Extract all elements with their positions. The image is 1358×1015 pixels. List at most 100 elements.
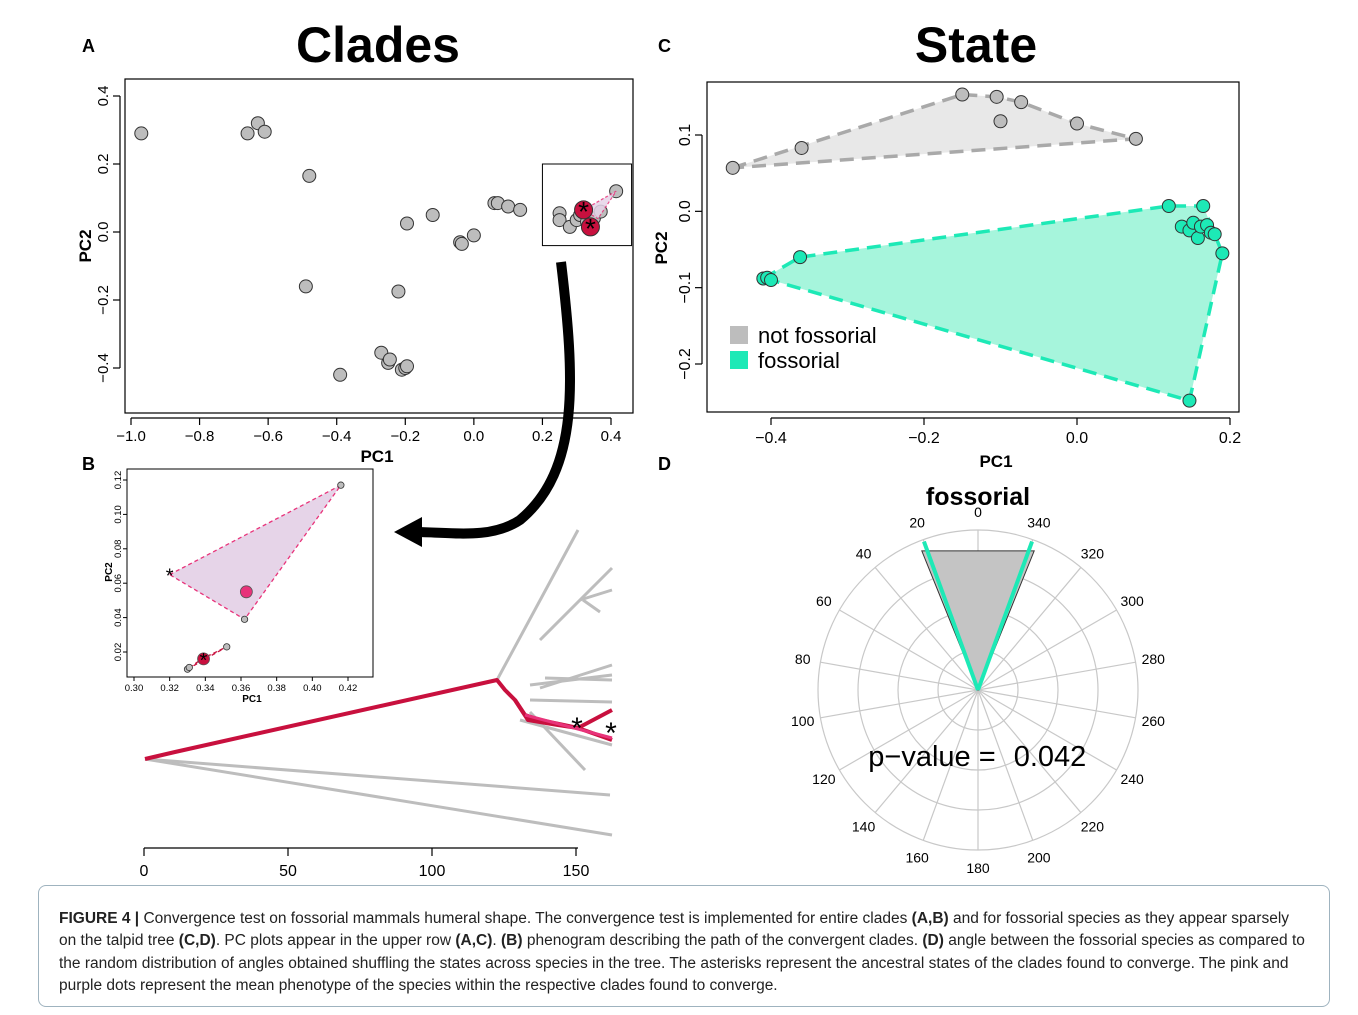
rose-spoke (839, 609, 979, 691)
ancestral-state-asterisk: * (166, 566, 174, 588)
x-tick-label: 0.40 (303, 683, 322, 694)
caption-text: . PC plots appear in the upper row (215, 932, 456, 950)
angle-label: 260 (1142, 713, 1166, 729)
rose-spoke (977, 609, 1117, 691)
phenogram-axis-ticks: 0 50 100 150 (140, 848, 589, 880)
panel-b-inset-ylabel: PC2 (104, 562, 115, 582)
rose-spoke (922, 689, 979, 841)
data-point (337, 481, 345, 489)
x-tick-label: −0.6 (253, 428, 283, 445)
y-tick-label: 0.02 (113, 643, 124, 662)
rose-spoke (839, 689, 979, 771)
data-point (298, 279, 313, 294)
panel-a-points: ** (134, 116, 624, 382)
angle-label: 0 (974, 504, 982, 520)
angle-label: 320 (1081, 546, 1105, 562)
point-not-fossorial (725, 160, 740, 175)
panel-b-inset-xlabel: PC1 (242, 694, 262, 705)
legend-label-fossorial: fossorial (758, 348, 840, 373)
y-tick-label: −0.1 (677, 272, 694, 304)
point-fossorial (1207, 227, 1222, 242)
panel-b: B 0.30 0.32 0.34 0.36 0.38 0.40 0.42 0.02 0.04 0… (82, 454, 617, 880)
ancestral-state-asterisk: * (605, 717, 617, 750)
angle-label: 180 (966, 860, 990, 876)
panel-b-inset-x-axis: 0.30 0.32 0.34 0.36 0.38 0.40 0.42 (125, 676, 357, 694)
angle-label: 200 (1027, 849, 1051, 865)
y-tick-label: 0.2 (95, 154, 112, 175)
rose-spoke (977, 689, 1082, 813)
axis-tick-label: 100 (419, 863, 446, 880)
point-fossorial (793, 250, 808, 265)
clade-mean-point (574, 200, 594, 220)
data-point (240, 615, 249, 623)
caption-text: phenogram describing the path of the con… (522, 932, 923, 950)
data-point (391, 284, 406, 299)
data-point (134, 126, 149, 141)
angle-label: 120 (812, 771, 836, 787)
point-not-fossorial (1070, 116, 1084, 131)
rose-spoke (977, 689, 1117, 771)
panel-c-x-axis: −0.4 −0.2 0.0 0.2 (755, 417, 1241, 447)
panel-a-title: Clades (296, 17, 460, 73)
tree-branch (144, 757, 613, 837)
panel-d-title: fossorial (926, 483, 1030, 511)
angle-label: 160 (905, 849, 929, 865)
rose-spoke (874, 567, 979, 691)
point-not-fossorial (989, 89, 1004, 104)
point-fossorial (1161, 198, 1176, 213)
point-not-fossorial (1014, 95, 1029, 110)
ancestral-state-asterisk: * (585, 213, 596, 244)
phenogram-grey-branches (144, 529, 614, 837)
x-tick-label: −0.4 (322, 428, 352, 445)
data-point (552, 213, 567, 228)
angle-label: 240 (1120, 771, 1144, 787)
data-point (400, 216, 414, 231)
x-tick-label: 0.2 (532, 428, 553, 445)
observed-angle-line (976, 540, 1034, 691)
panel-b-letter: B (82, 454, 95, 474)
caption-text: and for fossorial species as they appear… (59, 910, 1290, 950)
rose-spoke (820, 689, 979, 719)
data-point (501, 199, 516, 214)
y-tick-label: −0.2 (95, 285, 112, 315)
point-fossorial (1182, 393, 1197, 408)
panel-a-ylabel: PC2 (76, 229, 95, 262)
angle-label: 140 (852, 818, 876, 834)
x-tick-label: 0.36 (232, 683, 251, 694)
y-tick-label: 0.0 (677, 200, 694, 222)
tree-branch (519, 718, 613, 747)
figure-caption: FIGURE 4 | Convergence test on fossorial… (38, 885, 1330, 1007)
observed-angle-line (922, 540, 980, 691)
convergent-branch-pink (524, 713, 613, 740)
y-tick-label: 0.1 (677, 124, 694, 146)
tree-branch (538, 566, 614, 642)
rose-spoke (977, 689, 1034, 841)
x-tick-label: −0.4 (755, 430, 787, 447)
caption-ref: (C,D) (178, 932, 216, 950)
panel-c-points (725, 87, 1230, 408)
panel-a-plot-frame (124, 78, 634, 414)
random-distribution-wedge (921, 550, 1035, 692)
y-tick-label: 0.04 (113, 608, 124, 627)
legend-swatch-fossorial (730, 351, 748, 369)
panel-a-y-axis: −0.4 −0.2 0.0 0.2 0.4 (95, 86, 121, 383)
x-tick-label: −1.0 (116, 428, 146, 445)
x-tick-label: 0.2 (1219, 430, 1241, 447)
point-fossorial (1215, 246, 1230, 261)
caption-text: . (492, 932, 501, 950)
panel-c: C State −0.4 −0.2 0.0 0.2 −0.2 −0.1 0.0 0.1 PC… (652, 17, 1241, 471)
point-not-fossorial (993, 114, 1008, 129)
x-tick-label: −0.8 (185, 428, 215, 445)
caption-ref: (D) (922, 932, 944, 950)
data-point (400, 359, 414, 374)
angle-label: 220 (1081, 818, 1105, 834)
y-tick-label: −0.2 (677, 348, 694, 380)
data-point (382, 352, 397, 367)
rose-diagram: 0 20 40 60 80 100 120 140 160 180 200 220 240 260 280 3… (791, 504, 1165, 876)
x-tick-label: 0.0 (463, 428, 484, 445)
rose-spoke (874, 689, 979, 813)
ancestral-state-asterisk: * (571, 712, 583, 745)
x-tick-label: 0.0 (1066, 430, 1088, 447)
panel-a-xlabel: PC1 (360, 447, 393, 466)
